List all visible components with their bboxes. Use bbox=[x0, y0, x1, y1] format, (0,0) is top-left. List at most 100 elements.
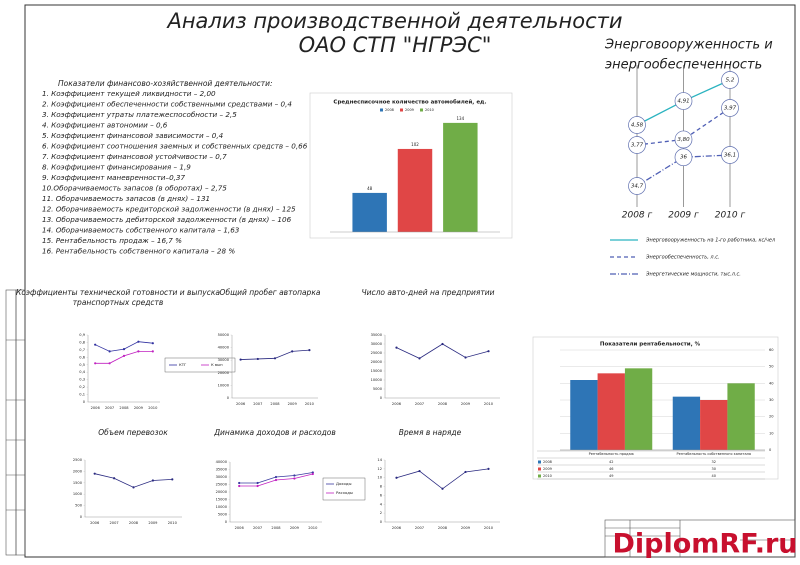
data-label: 5,2 bbox=[726, 78, 735, 84]
y-tick-label: 5000 bbox=[218, 513, 228, 517]
point bbox=[464, 470, 467, 474]
legend-label: 2008 bbox=[543, 460, 552, 464]
point bbox=[464, 356, 467, 359]
indicator: 4. Коэффициент автономии – 0,6 bbox=[42, 121, 168, 130]
chart-title: Коэффициенты технической готовности и вы… bbox=[16, 288, 220, 297]
y-tick-label: 20 bbox=[769, 415, 774, 419]
page-title: Анализ производственной деятельности bbox=[165, 9, 622, 33]
chart-title: Число авто-дней на предприятии bbox=[361, 288, 494, 297]
x-tick-label: 2010 bbox=[168, 521, 178, 525]
x-tick-label: 2010 bbox=[305, 402, 315, 406]
legend-swatch bbox=[538, 474, 541, 478]
y-tick-label: 40000 bbox=[218, 346, 230, 350]
point bbox=[274, 475, 278, 479]
legend-label: Энергообеспеченность, л.с. bbox=[645, 255, 720, 261]
chart-title: Объем перевозок bbox=[98, 428, 168, 437]
legend-label: 2010 bbox=[425, 108, 434, 112]
y-tick-label: 20000 bbox=[216, 490, 228, 494]
point bbox=[441, 342, 444, 346]
point bbox=[293, 477, 296, 480]
chart-title: Общий пробег автопарка bbox=[220, 288, 321, 297]
indicator: 11. Оборачиваемость запасов (в днях) – 1… bbox=[42, 194, 210, 203]
point bbox=[311, 472, 314, 476]
legend-label: 2010 bbox=[543, 474, 552, 478]
data-label: 48 bbox=[367, 186, 373, 191]
y-tick-label: 0,9 bbox=[79, 333, 85, 337]
y-tick-label: 6 bbox=[380, 493, 383, 497]
x-tick-label: 2009 г bbox=[668, 211, 699, 221]
y-tick-label: 30000 bbox=[216, 475, 228, 479]
bar bbox=[570, 380, 598, 450]
point bbox=[674, 92, 693, 110]
y-tick-label: 14 bbox=[377, 458, 382, 462]
x-tick-label: 2006 bbox=[91, 406, 101, 410]
indicator: 5. Коэффициент финансовой зависимости – … bbox=[42, 131, 224, 140]
point bbox=[151, 342, 154, 345]
x-tick-label: 2006 bbox=[236, 402, 246, 406]
series-line bbox=[396, 343, 489, 359]
point bbox=[256, 484, 259, 488]
data-label: 36 bbox=[680, 155, 687, 161]
x-tick-label: 2008 bbox=[438, 526, 448, 530]
legend-swatch bbox=[400, 108, 403, 112]
data-label: 34,7 bbox=[631, 184, 644, 190]
y-tick-label: 10000 bbox=[371, 378, 383, 382]
point bbox=[721, 146, 739, 164]
y-tick-label: 0,8 bbox=[79, 340, 85, 344]
y-tick-label: 10000 bbox=[218, 383, 230, 387]
x-tick-label: Рентабельность продаж bbox=[589, 452, 635, 456]
y-tick-label: 0,4 bbox=[79, 370, 85, 374]
indicator: 16. Рентабельность собственного капитала… bbox=[42, 247, 235, 256]
point bbox=[487, 350, 490, 353]
x-tick-label: 2006 bbox=[90, 521, 100, 525]
x-tick-label: 2010 bbox=[308, 526, 318, 530]
point bbox=[628, 177, 646, 195]
x-tick-label: 2008 г bbox=[622, 211, 653, 221]
point bbox=[137, 350, 140, 353]
legend-label: КТГ bbox=[179, 362, 187, 367]
y-tick-label: 0 bbox=[380, 520, 383, 524]
x-tick-label: 2007 bbox=[253, 526, 262, 530]
y-tick-label: 60 bbox=[769, 348, 774, 352]
y-tick-label: 10 bbox=[769, 431, 774, 435]
indicator: 1. Коэффициент текущей ликвидности – 2,0… bbox=[42, 89, 216, 98]
chart-title: Показатели рентабельности, % bbox=[600, 341, 701, 348]
data-label: 4,91 bbox=[677, 99, 689, 105]
y-tick-label: 8 bbox=[380, 485, 383, 489]
legend-label: 2009 bbox=[543, 467, 552, 471]
series-line bbox=[94, 473, 173, 488]
y-tick-label: 10000 bbox=[216, 505, 228, 509]
point bbox=[94, 362, 97, 365]
y-tick-label: 0 bbox=[380, 396, 383, 400]
indicator: 9. Коэффициент маневренности–0,37 bbox=[42, 173, 186, 182]
point bbox=[674, 130, 693, 149]
table-value: 40 bbox=[712, 474, 716, 478]
legend-label: Энерговооруженность на 1-го работника, к… bbox=[645, 238, 776, 244]
point bbox=[395, 346, 398, 349]
y-tick-label: 25000 bbox=[216, 483, 228, 487]
x-tick-label: 2009 bbox=[148, 521, 158, 525]
point bbox=[274, 478, 278, 482]
y-tick-label: 40000 bbox=[216, 460, 228, 464]
data-label: 3,80 bbox=[677, 137, 690, 143]
legend-box bbox=[322, 477, 366, 501]
y-tick-label: 4 bbox=[380, 502, 383, 506]
point bbox=[122, 354, 126, 357]
x-tick-label: 2008 bbox=[129, 521, 139, 525]
indicator: 15. Рентабельность продаж – 16,7 % bbox=[42, 236, 182, 245]
chart-title: транспортных средств bbox=[73, 298, 164, 307]
bar bbox=[727, 383, 755, 450]
point bbox=[293, 474, 296, 477]
frame bbox=[24, 4, 796, 558]
legend-swatch bbox=[538, 467, 541, 471]
point bbox=[171, 478, 174, 481]
indicator: 2. Коэффициент обеспеченности собственны… bbox=[42, 100, 292, 109]
point bbox=[256, 357, 259, 361]
watermark: DiplomRF.ru bbox=[613, 529, 798, 560]
y-tick-label: 50000 bbox=[218, 333, 230, 337]
table-value: 49 bbox=[609, 474, 613, 478]
x-tick-label: 2007 bbox=[253, 402, 262, 406]
legend-label: Доходы bbox=[336, 481, 351, 486]
x-tick-label: 2007 bbox=[415, 526, 424, 530]
table-value: 30 bbox=[712, 467, 716, 471]
